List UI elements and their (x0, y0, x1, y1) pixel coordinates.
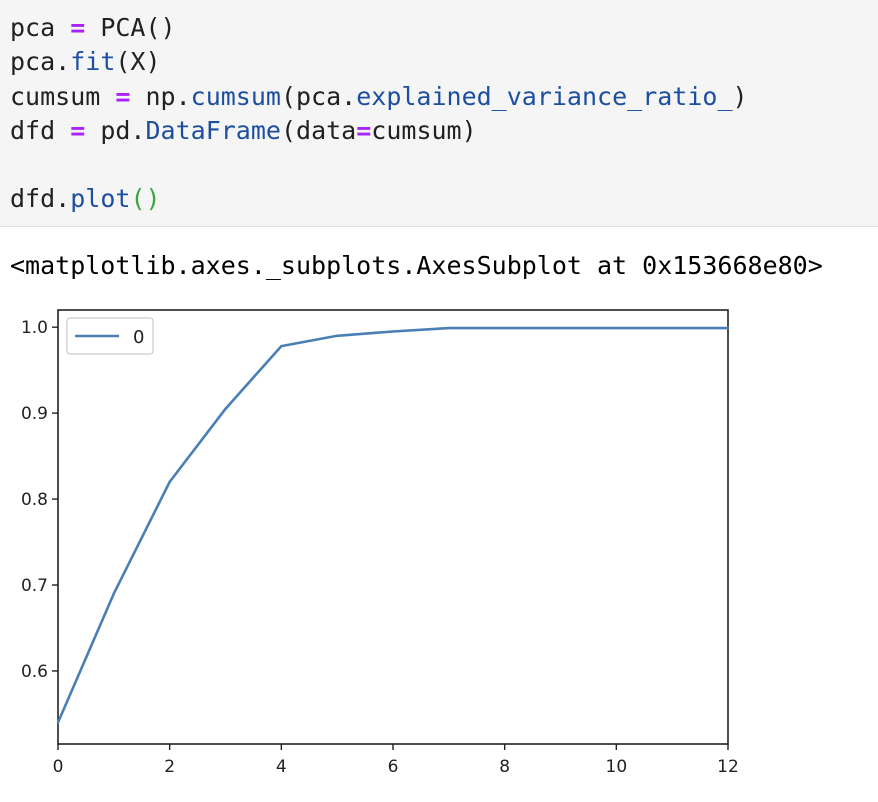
code-token: = (356, 116, 372, 145)
data-point (280, 344, 283, 348)
code-token: = (70, 116, 86, 145)
code-token: dfd. (10, 184, 71, 213)
x-tick-label: 6 (388, 757, 399, 777)
data-point (559, 326, 562, 330)
x-tick-label: 0 (53, 757, 64, 777)
code-token: DataFrame (145, 116, 281, 145)
code-token: (data (280, 116, 357, 145)
code-token: (X) (115, 47, 161, 76)
code-token: pca. (10, 47, 71, 76)
code-token: explained_variance_ratio_ (356, 82, 733, 111)
data-point (335, 334, 339, 337)
code-token: cumsum (190, 82, 281, 111)
data-point (670, 326, 674, 330)
output-repr-text: <matplotlib.axes._subplots.AxesSubplot a… (10, 251, 823, 280)
plot-area (57, 309, 729, 745)
code-token: plot (70, 184, 131, 213)
code-token: PCA() (85, 13, 176, 42)
code-line: pca.fit(X) (10, 45, 161, 79)
data-point (726, 326, 730, 330)
data-point (503, 326, 506, 330)
legend: 0 (66, 317, 154, 355)
data-point (391, 330, 395, 333)
data-point (168, 480, 171, 484)
data-point (56, 721, 60, 724)
x-tick-label: 8 (499, 757, 510, 777)
code-token: dfd (10, 116, 71, 145)
y-tick-label: 0.8 (21, 490, 48, 510)
code-token: ) (732, 82, 748, 111)
data-point (447, 326, 451, 330)
code-token: cumsum) (371, 116, 477, 145)
code-line: dfd = pd.DataFrame(data=cumsum) (10, 114, 477, 148)
data-point (224, 407, 227, 411)
code-line: pca = PCA() (10, 11, 176, 45)
y-tick-label: 0.9 (21, 404, 48, 424)
code-line: cumsum = np.cumsum(pca.explained_varianc… (10, 80, 748, 114)
code-token: = (70, 13, 86, 42)
code-cell[interactable]: pca = PCA() pca.fit(X) cumsum = np.cumsum(… (0, 0, 878, 227)
x-tick-label: 4 (276, 757, 287, 777)
code-token: () (130, 184, 161, 213)
series-layer (56, 326, 730, 724)
data-point (112, 592, 116, 595)
x-tick-label: 2 (164, 757, 175, 777)
x-tick-label: 12 (717, 757, 739, 777)
x-axis: 0 2 4 6 8 10 12 (53, 744, 739, 777)
data-point (615, 326, 618, 330)
code-token: fit (70, 47, 116, 76)
code-token: np. (130, 82, 191, 111)
code-token: pca (10, 13, 71, 42)
code-token: (pca. (280, 82, 357, 111)
code-token: cumsum (10, 82, 116, 111)
code-token: = (115, 82, 131, 111)
y-tick-label: 0.7 (21, 576, 48, 596)
x-tick-label: 10 (606, 757, 628, 777)
legend-label: 0 (133, 327, 144, 348)
y-tick-label: 1.0 (21, 318, 48, 338)
code-token: pd. (85, 116, 146, 145)
code-line: dfd.plot() (10, 182, 161, 216)
y-axis: 0.6 0.7 0.8 0.9 1.0 (21, 318, 58, 682)
y-tick-label: 0.6 (21, 662, 48, 682)
line-chart: 0.6 0.7 0.8 0.9 1.0 0 2 4 6 8 10 12 0 (21, 309, 739, 777)
